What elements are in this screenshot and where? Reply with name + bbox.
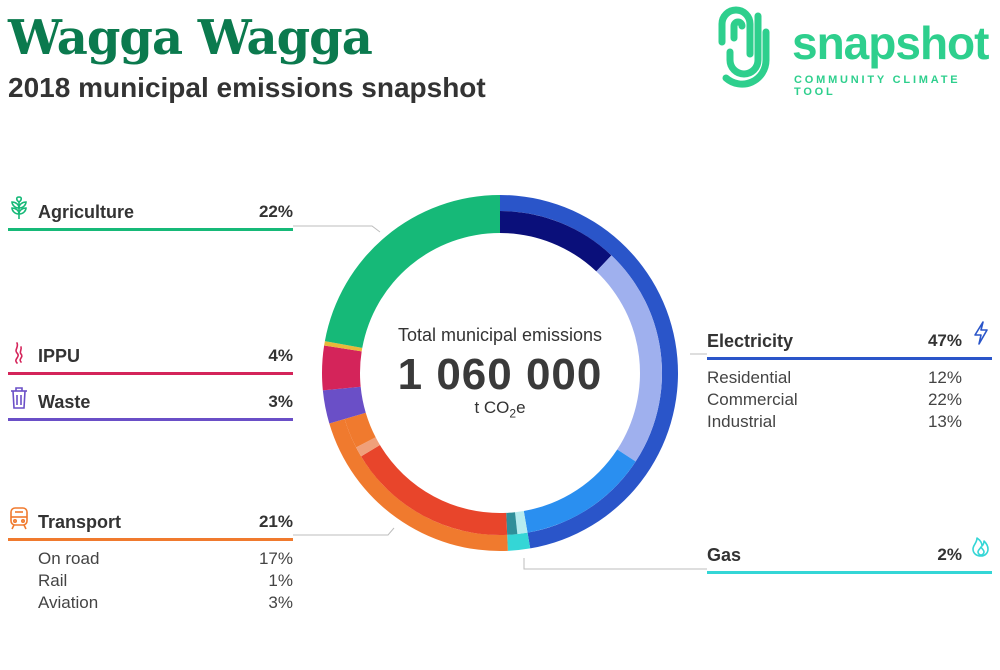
- electricity-sub-pct: 12%: [927, 368, 962, 387]
- transport-sub-pct: 3%: [268, 593, 293, 612]
- transport-label: Transport: [38, 512, 122, 532]
- flame-icon: [972, 537, 989, 557]
- center-value: 1 060 000: [397, 350, 603, 399]
- electricity-label: Electricity: [707, 331, 794, 351]
- waste-underline: [8, 418, 293, 421]
- transport-sub-row: Rail 1%: [8, 571, 293, 593]
- sub-slice-residential: [500, 211, 612, 272]
- slice-other: [324, 341, 363, 352]
- electricity-pct: 47%: [927, 331, 962, 350]
- page-subtitle: 2018 municipal emissions snapshot: [8, 72, 486, 103]
- transport-sub-pct: 1%: [268, 571, 293, 590]
- waste-pct: 3%: [268, 392, 293, 411]
- legend-gas: Gas 2%: [707, 537, 992, 574]
- ippu-underline: [8, 372, 293, 375]
- gas-pct: 2%: [937, 545, 962, 564]
- legend-ippu: IPPU 4%: [8, 342, 293, 375]
- electricity-sub-pct: 22%: [927, 390, 962, 409]
- transport-sub-row: Aviation 3%: [8, 593, 293, 615]
- sub-slice-industrial: [523, 449, 636, 533]
- electricity-underline: [707, 357, 992, 360]
- lightning-icon: [974, 321, 988, 345]
- transport-sub-label: Aviation: [38, 593, 99, 612]
- center-label: Total municipal emissions: [397, 325, 603, 345]
- slice-gas: [507, 532, 531, 551]
- logo-tagline: COMMUNITY CLIMATE TOOL: [794, 74, 961, 98]
- ippu-label: IPPU: [38, 346, 81, 366]
- transport-sub-label: On road: [38, 549, 100, 568]
- sub-slice-on-road: [361, 445, 508, 535]
- slice-waste: [322, 386, 366, 424]
- gas-label: Gas: [707, 545, 742, 565]
- transport-sub-row: On road 17%: [8, 549, 293, 571]
- sub-slice-gas-b: [506, 512, 518, 535]
- leader-agriculture: [293, 225, 381, 233]
- electricity-sub-label: Residential: [707, 368, 792, 387]
- center-unit: t CO2e: [474, 398, 526, 421]
- sub-slice-gas-a: [515, 510, 528, 535]
- sub-slice-rail: [356, 437, 380, 457]
- slice-agriculture: [324, 195, 500, 348]
- electricity-sub-row: Residential 12%: [707, 368, 992, 390]
- sub-slice-aviation: [344, 412, 376, 448]
- transport-sub-label: Rail: [38, 571, 68, 590]
- electricity-sub-pct: 13%: [927, 412, 962, 431]
- logo-wordmark: snapshot: [792, 17, 989, 69]
- legend-electricity: Electricity 47% Residential 12% Commerci…: [707, 321, 992, 434]
- smoke-icon: [15, 342, 23, 364]
- legend-transport: Transport 21% On road 17% Rail 1% Aviati…: [8, 507, 293, 615]
- leader-transport: [293, 527, 395, 536]
- agriculture-pct: 22%: [258, 202, 293, 221]
- snapshot-logo: snapshot COMMUNITY CLIMATE TOOL: [712, 2, 1000, 98]
- center-summary: Total municipal emissions 1 060 000 t CO…: [370, 325, 630, 420]
- electricity-sub-row: Industrial 13%: [707, 412, 992, 434]
- slice-ippu: [322, 345, 362, 391]
- gas-underline: [707, 571, 992, 574]
- electricity-sub-label: Commercial: [707, 390, 798, 409]
- leader-gas: [523, 558, 707, 570]
- transport-underline: [8, 538, 293, 541]
- waste-label: Waste: [38, 392, 91, 412]
- snapshot-logo-icon: [718, 6, 770, 88]
- page-title: Wagga Wagga: [8, 10, 373, 66]
- agriculture-underline: [8, 228, 293, 231]
- electricity-sub-row: Commercial 22%: [707, 390, 992, 412]
- legend-waste: Waste 3%: [8, 387, 293, 421]
- transport-pct: 21%: [258, 512, 293, 531]
- train-icon: [10, 507, 28, 530]
- transport-sub-pct: 17%: [258, 549, 293, 568]
- sub-slice-commercial: [596, 255, 662, 462]
- agriculture-label: Agriculture: [38, 202, 135, 222]
- legend-agriculture: Agriculture 22%: [8, 196, 293, 231]
- slice-transport: [329, 418, 508, 552]
- bin-icon: [11, 387, 27, 409]
- plant-icon: [11, 196, 27, 219]
- ippu-pct: 4%: [268, 346, 293, 365]
- electricity-sub-label: Industrial: [707, 412, 776, 431]
